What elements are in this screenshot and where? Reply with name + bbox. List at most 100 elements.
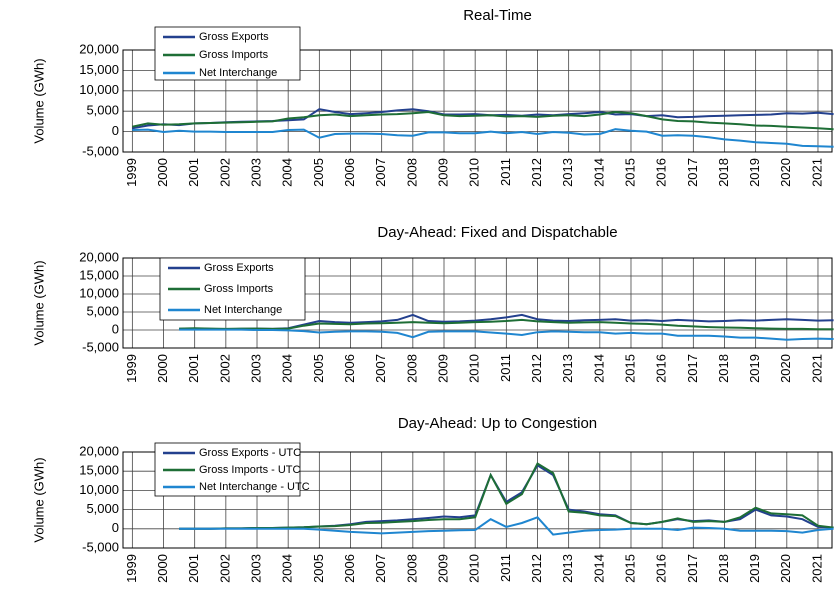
x-tick-label: 2005 <box>311 158 326 187</box>
x-tick-label: 2000 <box>155 158 170 187</box>
plot-border <box>122 49 833 153</box>
x-tick-label: 2015 <box>622 354 637 383</box>
y-axis-label: Volume (GWh) <box>31 457 46 542</box>
x-tick-label: 2011 <box>498 158 513 186</box>
y-tick-label: 15,000 <box>79 463 119 478</box>
x-tick-label: 2004 <box>280 354 295 383</box>
x-tick-label: 2002 <box>217 354 232 383</box>
y-tick-label: 5,000 <box>86 103 119 118</box>
x-tick-label: 2020 <box>778 354 793 383</box>
series-line <box>179 462 834 530</box>
x-tick-label: 2019 <box>747 158 762 187</box>
x-tick-label: 2015 <box>622 158 637 187</box>
legend-label: Gross Exports - UTC <box>199 447 301 459</box>
legend-label: Gross Imports <box>199 49 269 61</box>
chart-title: Real-Time <box>463 7 532 24</box>
legend-label: Net Interchange <box>199 67 277 79</box>
y-axis-label: Volume (GWh) <box>31 260 46 345</box>
y-tick-label: 10,000 <box>79 285 119 300</box>
x-tick-label: 2006 <box>342 354 357 383</box>
x-tick-label: 2018 <box>716 158 731 187</box>
plot-border <box>122 451 833 549</box>
legend-label: Gross Imports - UTC <box>199 464 301 476</box>
x-tick-label: 2020 <box>778 554 793 583</box>
x-tick-label: 2008 <box>404 554 419 583</box>
y-tick-label: 10,000 <box>79 82 119 97</box>
x-tick-label: 2019 <box>747 554 762 583</box>
y-axis-label: Volume (GWh) <box>31 58 46 143</box>
x-tick-label: 2010 <box>467 158 482 187</box>
x-tick-label: 2005 <box>311 354 326 383</box>
x-tick-label: 2008 <box>404 158 419 187</box>
x-tick-label: 2002 <box>217 554 232 583</box>
x-tick-label: 2004 <box>280 158 295 187</box>
x-tick-label: 2011 <box>498 554 513 582</box>
x-tick-label: 2006 <box>342 554 357 583</box>
x-tick-label: 2013 <box>560 158 575 187</box>
x-tick-label: 2015 <box>622 554 637 583</box>
legend-label: Gross Exports <box>199 31 269 43</box>
x-tick-label: 2013 <box>560 354 575 383</box>
x-tick-label: 2001 <box>186 554 201 583</box>
x-tick-label: 2016 <box>654 554 669 583</box>
x-tick-label: 2005 <box>311 554 326 583</box>
x-tick-label: 2021 <box>809 158 824 187</box>
x-tick-label: 2010 <box>467 354 482 383</box>
x-tick-label: 2007 <box>373 354 388 383</box>
x-tick-label: 2009 <box>435 554 450 583</box>
x-tick-label: 2009 <box>435 354 450 383</box>
x-tick-label: 2006 <box>342 158 357 187</box>
x-tick-label: 2014 <box>591 158 606 187</box>
series-line <box>179 516 834 536</box>
x-tick-label: 2013 <box>560 554 575 583</box>
x-tick-label: 2014 <box>591 554 606 583</box>
y-tick-label: 0 <box>112 321 119 336</box>
legend-label: Net Interchange - UTC <box>199 481 310 493</box>
x-tick-label: 2011 <box>498 354 513 382</box>
x-tick-label: 2009 <box>435 158 450 187</box>
x-tick-label: 2017 <box>685 554 700 583</box>
x-tick-label: 2017 <box>685 158 700 187</box>
x-tick-label: 2014 <box>591 354 606 383</box>
x-tick-label: 1999 <box>124 158 139 187</box>
x-tick-label: 2000 <box>155 554 170 583</box>
chart-title: Day-Ahead: Fixed and Dispatchable <box>377 224 617 241</box>
x-tick-label: 2018 <box>716 354 731 383</box>
x-tick-label: 1999 <box>124 354 139 383</box>
x-tick-label: 2019 <box>747 354 762 383</box>
x-tick-label: 2003 <box>248 158 263 187</box>
x-tick-label: 2021 <box>809 554 824 583</box>
legend-label: Net Interchange <box>204 304 282 316</box>
y-tick-label: 0 <box>112 123 119 138</box>
x-tick-label: 2002 <box>217 158 232 187</box>
x-tick-label: 2017 <box>685 354 700 383</box>
y-tick-label: 15,000 <box>79 62 119 77</box>
y-tick-label: 5,000 <box>86 303 119 318</box>
y-tick-label: 20,000 <box>79 443 119 458</box>
x-tick-label: 2018 <box>716 554 731 583</box>
x-tick-label: 2001 <box>186 158 201 187</box>
x-tick-label: 2000 <box>155 354 170 383</box>
x-tick-label: 2016 <box>654 354 669 383</box>
y-tick-label: 5,000 <box>86 501 119 516</box>
x-tick-label: 2001 <box>186 354 201 383</box>
y-tick-label: -5,000 <box>82 339 119 354</box>
y-tick-label: 15,000 <box>79 267 119 282</box>
x-tick-label: 2020 <box>778 158 793 187</box>
y-tick-label: -5,000 <box>82 143 119 158</box>
y-tick-label: 20,000 <box>79 249 119 264</box>
legend-label: Gross Exports <box>204 262 274 274</box>
legend-label: Gross Imports <box>204 283 274 295</box>
series-line <box>132 128 834 148</box>
x-tick-label: 2008 <box>404 354 419 383</box>
x-tick-label: 2003 <box>248 554 263 583</box>
x-tick-label: 2012 <box>529 354 544 383</box>
x-tick-label: 2012 <box>529 158 544 187</box>
plot-border <box>122 257 833 349</box>
y-tick-label: 10,000 <box>79 482 119 497</box>
x-tick-label: 2007 <box>373 158 388 187</box>
series-line <box>179 328 834 341</box>
series-line <box>132 110 834 131</box>
x-tick-label: 2010 <box>467 554 482 583</box>
